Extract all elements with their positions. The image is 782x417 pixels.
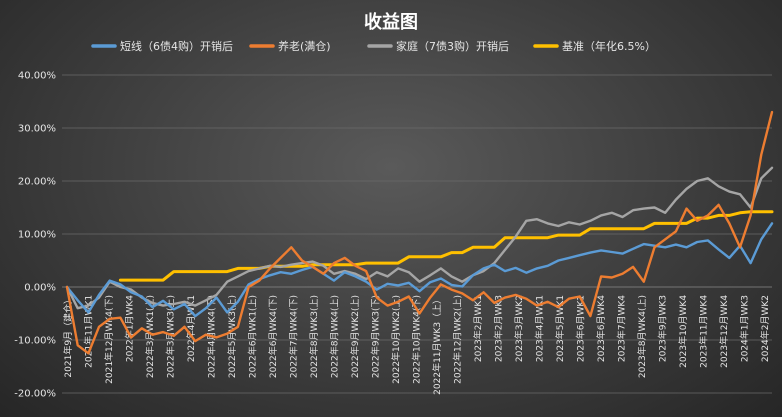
x-tick-label: 2023年11月WK4 bbox=[698, 295, 710, 368]
legend: 短线（6债4购）开销后 养老(满仓) 家庭（7债3购）开销后 基准（年化6.5%） bbox=[91, 39, 656, 53]
x-tick-label: 2022年10月WK2(上) bbox=[390, 295, 402, 384]
x-tick-label: 2022年6月WK1(上) bbox=[247, 295, 259, 378]
x-tick-label: 2023年4月WK1 bbox=[534, 295, 546, 362]
x-tick-label: 2022年1月WK4 bbox=[124, 295, 136, 362]
x-tick-label: 2022年8月WK3(上) bbox=[308, 295, 320, 378]
x-tick-label: 2022年11月WK3（上） bbox=[431, 295, 443, 395]
legend-label: 家庭（7债3购）开销后 bbox=[396, 39, 509, 53]
y-tick-label: -20.00% bbox=[14, 389, 56, 400]
series-lines bbox=[65, 110, 774, 355]
x-tick-label: 2022年3月WK1(上) bbox=[144, 295, 156, 378]
x-tick-label: 2023年8月WK4(上) bbox=[636, 295, 648, 378]
grid-lines bbox=[62, 74, 772, 394]
y-tick-label: 10.00% bbox=[18, 230, 56, 241]
x-tick-label: 2023年7月WK4 bbox=[616, 295, 628, 362]
y-tick-label: -10.00% bbox=[14, 336, 56, 347]
y-axis-ticks: -20.00% -10.00% 0.00% 10.00% 20.00% 30.00% 40.… bbox=[14, 71, 56, 400]
series-line bbox=[65, 222, 774, 318]
x-tick-label: 2023年10月WK4 bbox=[677, 295, 689, 368]
x-tick-label: 2022年4月WK1 bbox=[185, 295, 197, 362]
x-tick-label: 2022年10月WK4(下) bbox=[411, 295, 423, 384]
y-tick-label: 20.00% bbox=[18, 177, 56, 188]
series-line bbox=[65, 166, 774, 310]
legend-label: 养老(满仓) bbox=[278, 39, 331, 53]
x-tick-label: 2022年7月WK4(下) bbox=[288, 295, 300, 378]
x-tick-label: 2021年12月WK4(下) bbox=[103, 295, 115, 384]
x-tick-label: 2024年1月WK3 bbox=[739, 295, 751, 362]
x-tick-label: 2022年9月WK2(上) bbox=[349, 295, 361, 378]
x-tick-label: 2023年5月WK1 bbox=[554, 295, 566, 362]
x-tick-label: 2021年11月WK1 bbox=[83, 295, 95, 368]
x-tick-label: 2023年6月WK1 bbox=[575, 295, 587, 362]
x-tick-label: 2023年6月WK4 bbox=[595, 295, 607, 362]
x-tick-label: 2023年12月WK4 bbox=[718, 295, 730, 368]
series-line bbox=[65, 110, 774, 355]
chart-title: 收益图 bbox=[364, 11, 418, 33]
x-tick-label: 2022年6月WK4(下) bbox=[267, 295, 279, 378]
x-tick-label: 2022年5月WK3(上) bbox=[226, 295, 238, 378]
legend-label: 基准（年化6.5%） bbox=[562, 39, 656, 53]
x-tick-label: 2022年3月WK3(上) bbox=[165, 295, 177, 378]
x-tick-label: 2022年8月WK4(上) bbox=[329, 295, 341, 378]
x-tick-label: 2021年9月（建仓） bbox=[62, 295, 74, 378]
x-tick-label: 2023年2月WK3 bbox=[493, 295, 505, 362]
legend-label: 短线（6债4购）开销后 bbox=[120, 39, 233, 53]
y-tick-label: 30.00% bbox=[18, 124, 56, 135]
x-tick-label: 2022年9月WK3(下) bbox=[370, 295, 382, 378]
y-tick-label: 40.00% bbox=[18, 71, 56, 82]
x-tick-label: 2022年12月WK2(上) bbox=[452, 295, 464, 384]
y-tick-label: 0.00% bbox=[24, 283, 56, 294]
x-tick-label: 2023年9月WK3 bbox=[657, 295, 669, 362]
series-line bbox=[118, 210, 774, 282]
x-tick-label: 2024年2月WK2 bbox=[759, 295, 771, 362]
x-tick-label: 2023年3月WK2 bbox=[513, 295, 525, 362]
x-tick-label: 2023年2月WK1 bbox=[472, 295, 484, 362]
